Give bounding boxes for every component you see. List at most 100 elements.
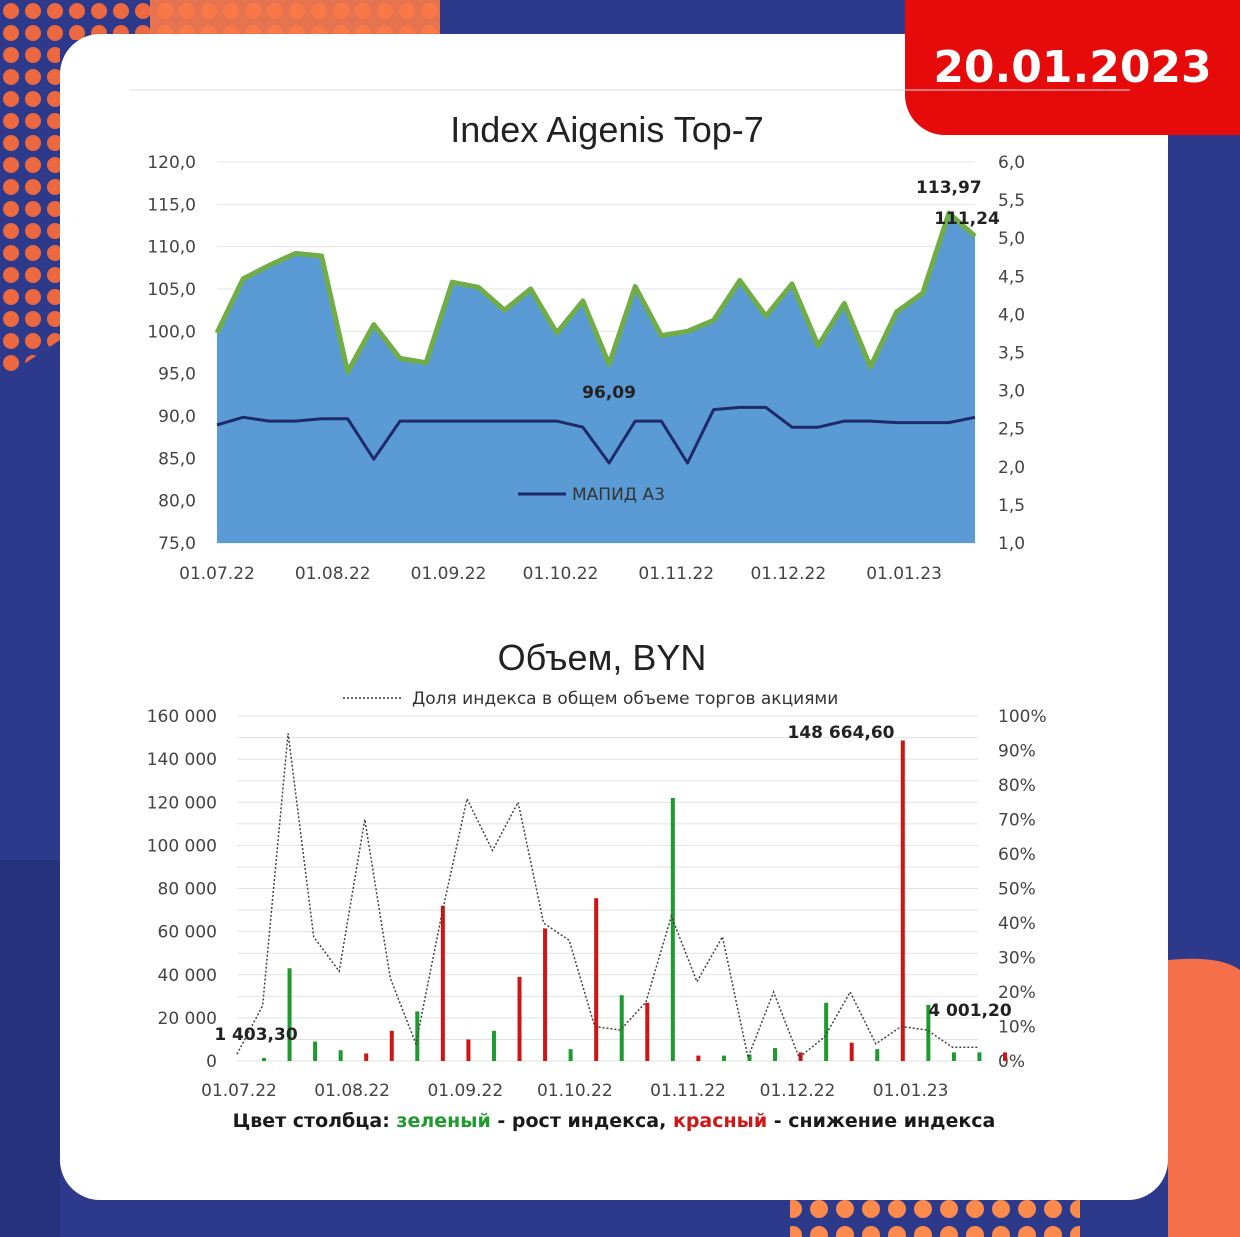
y2-tick-label: 2,5 [998,420,1025,440]
y-tick-label: 120 000 [147,793,217,813]
color-legend-caption: Цвет столбца: зеленый - рост индекса, кр… [60,1110,1168,1132]
volume-bar [517,976,522,1061]
volume-bar [900,740,905,1061]
volume-bar [594,898,599,1061]
y2-tick-label: 30% [998,949,1036,969]
y-tick-label: 90,0 [158,407,196,427]
volume-bar [313,1041,318,1061]
y-tick-label: 105,0 [147,280,196,300]
y-tick-label: 40 000 [158,966,217,986]
y-tick-label: 100 000 [147,836,217,856]
x-tick-label: 01.07.22 [179,564,255,584]
x-tick-label: 01.12.22 [760,1081,836,1101]
x-tick-label: 01.08.22 [314,1081,390,1101]
legend-share-label: Доля индекса в общем объеме торгов акция… [412,689,838,709]
y2-tick-label: 3,5 [998,344,1025,364]
y2-tick-label: 4,5 [998,267,1025,287]
y2-tick-label: 0% [998,1052,1025,1072]
volume-bar [696,1055,701,1061]
x-tick-label: 01.01.23 [873,1081,949,1101]
y2-tick-label: 70% [998,811,1036,831]
volume-bar [440,905,445,1061]
caption-middle: - рост индекса, [490,1110,673,1132]
volume-bar [466,1039,471,1061]
data-label: 1 403,30 [214,1025,298,1045]
chart-title: Объем, BYN [498,637,707,678]
y2-tick-label: 6,0 [998,153,1025,173]
y-tick-label: 100,0 [147,322,196,342]
content-card [60,34,1168,1200]
x-tick-label: 01.09.22 [411,564,487,584]
data-label: 96,09 [582,383,636,403]
volume-bar [364,1053,369,1061]
data-label: 148 664,60 [787,723,894,743]
y-tick-label: 120,0 [147,153,196,173]
y2-tick-label: 5,5 [998,191,1025,211]
caption-red-word: красный [672,1110,768,1132]
y2-tick-label: 40% [998,914,1036,934]
y2-tick-label: 1,0 [998,534,1025,554]
volume-bar [926,1004,931,1061]
volume-bar [287,968,292,1061]
y2-tick-label: 90% [998,742,1036,762]
volume-bar [747,1054,752,1061]
date-badge: 20.01.2023 [905,0,1240,135]
x-tick-label: 01.10.22 [523,564,599,584]
volume-bar [389,1030,394,1061]
volume-bar [951,1052,956,1061]
y-tick-label: 85,0 [158,449,196,469]
x-tick-label: 01.09.22 [427,1081,503,1101]
data-label: 4 001,20 [928,1001,1012,1021]
volume-bar [338,1050,343,1061]
x-tick-label: 01.11.22 [650,1081,726,1101]
volume-bar [977,1052,982,1061]
volume-bar [491,1030,496,1061]
x-tick-label: 01.01.23 [866,564,942,584]
orange-shape-bottom-right [1168,958,1240,1237]
mapid-line [216,405,976,465]
chart-title: Index Aigenis Top-7 [450,109,764,150]
y2-tick-label: 5,0 [998,229,1025,249]
y-tick-label: 110,0 [147,238,196,258]
y2-tick-label: 20% [998,983,1036,1003]
data-label: 111,24 [934,209,1000,229]
volume-bar [543,928,548,1061]
y2-tick-label: 80% [998,776,1036,796]
volume-bar [849,1042,854,1061]
volume-bar [721,1055,726,1061]
y2-tick-label: 10% [998,1018,1036,1038]
y-tick-label: 160 000 [147,707,217,727]
y2-tick-label: 2,0 [998,458,1025,478]
x-tick-label: 01.11.22 [638,564,714,584]
volume-bar [824,1002,829,1061]
volume-bar [670,797,675,1061]
caption-green-word: зеленый [396,1110,491,1132]
volume-bar [773,1048,778,1061]
y-tick-label: 75,0 [158,534,196,554]
y-tick-label: 20 000 [158,1009,217,1029]
y-tick-label: 60 000 [158,923,217,943]
y-tick-label: 115,0 [147,195,196,215]
y2-tick-label: 60% [998,845,1036,865]
x-tick-label: 01.12.22 [750,564,826,584]
y-tick-label: 80 000 [158,880,217,900]
dot-pattern-bottom [790,1200,1080,1237]
x-tick-label: 01.07.22 [201,1081,277,1101]
x-tick-label: 01.08.22 [295,564,371,584]
date-text: 20.01.2023 [933,42,1212,93]
y-tick-label: 80,0 [158,492,196,512]
volume-bar [1003,1052,1007,1061]
y2-tick-label: 100% [998,707,1047,727]
y2-tick-label: 50% [998,880,1036,900]
share-line [236,733,978,1061]
legend-mapid-label: МАПИД А3 [572,485,665,505]
data-label: 113,97 [916,178,982,198]
caption-prefix: Цвет столбца: [232,1110,397,1132]
caption-suffix: - снижение индекса [767,1110,996,1132]
volume-bar [645,1002,650,1061]
y-tick-label: 0 [206,1052,217,1072]
y2-tick-label: 1,5 [998,496,1025,516]
volume-bar [262,1057,266,1061]
y-tick-label: 95,0 [158,365,196,385]
